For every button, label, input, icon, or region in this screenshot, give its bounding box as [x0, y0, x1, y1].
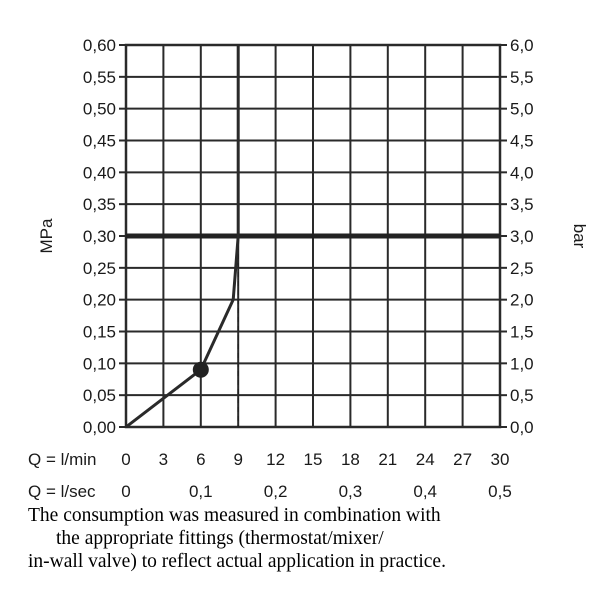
x-tick-labels: 0 3 6 9 12 15 18 21 24 27 30 0 0,1 0,2 0,3 0,4 0,5	[121, 450, 512, 500]
x-lsec-tick-label: 0,4	[413, 482, 437, 500]
x-lmin-tick-label: 30	[491, 450, 510, 469]
y-left-tick-label: 0,15	[83, 323, 116, 342]
x-lsec-tick-label: 0,5	[488, 482, 512, 500]
y-right-tick-label: 6,0	[510, 36, 534, 55]
x-lmin-tick-label: 12	[266, 450, 285, 469]
y-right-tick-label: 1,5	[510, 323, 534, 342]
y-left-tick-label: 0,60	[83, 36, 116, 55]
y-left-tick-label: 0,30	[83, 227, 116, 246]
x-lmin-tick-label: 9	[233, 450, 242, 469]
right-tick-labels: 0,0 0,5 1,0 1,5 2,0 2,5 3,0 3,5 4,0 4,5 5,0 5,5 6,0	[510, 36, 534, 437]
y-left-tick-label: 0,20	[83, 291, 116, 310]
y-left-tick-label: 0,35	[83, 195, 116, 214]
caption: The consumption was measured in combinat…	[28, 504, 588, 573]
y-left-tick-label: 0,40	[83, 163, 116, 182]
operating-point-marker	[192, 361, 209, 378]
x-lsec-axis-title: Q = l/sec	[28, 482, 96, 500]
y-left-tick-label: 0,50	[83, 100, 116, 119]
y-right-tick-label: 2,5	[510, 259, 534, 278]
left-tick-labels: 0,00 0,05 0,10 0,15 0,20 0,25 0,30 0,35 0,40 0,45…	[83, 36, 116, 437]
x-lsec-tick-label: 0,3	[339, 482, 363, 500]
caption-line-3: in-wall valve) to reflect actual applica…	[28, 551, 446, 572]
y-right-tick-label: 0,0	[510, 418, 534, 437]
y-right-tick-label: 4,5	[510, 132, 534, 151]
x-lmin-tick-label: 0	[121, 450, 130, 469]
caption-line-1: The consumption was measured in combinat…	[28, 505, 441, 526]
y-left-tick-label: 0,45	[83, 132, 116, 151]
x-lmin-tick-label: 6	[196, 450, 205, 469]
y-right-tick-label: 0,5	[510, 386, 534, 405]
y-right-tick-label: 5,5	[510, 68, 534, 87]
y-right-tick-label: 4,0	[510, 163, 534, 182]
y-left-axis-title: MPa	[37, 218, 56, 254]
y-right-tick-label: 3,0	[510, 227, 534, 246]
plot-area	[125, 45, 500, 429]
x-lsec-tick-label: 0,1	[189, 482, 213, 500]
x-lsec-tick-label: 0	[121, 482, 130, 500]
x-lmin-tick-label: 3	[159, 450, 168, 469]
y-left-tick-label: 0,05	[83, 386, 116, 405]
x-lmin-tick-label: 15	[304, 450, 323, 469]
y-right-tick-label: 3,5	[510, 195, 534, 214]
y-right-tick-label: 1,0	[510, 354, 534, 373]
y-right-axis-title: bar	[570, 224, 589, 249]
x-lmin-tick-label: 27	[453, 450, 472, 469]
x-lsec-tick-label: 0,2	[264, 482, 288, 500]
x-lmin-tick-label: 24	[416, 450, 435, 469]
y-left-tick-label: 0,00	[83, 418, 116, 437]
y-right-tick-label: 2,0	[510, 291, 534, 310]
chart: 0,000,050,100,150,200,250,300,350,400,45…	[28, 36, 589, 500]
y-left-tick-label: 0,55	[83, 68, 116, 87]
y-left-tick-label: 0,25	[83, 259, 116, 278]
caption-line-2: the appropriate fittings (thermostat/mix…	[56, 528, 384, 549]
x-lmin-tick-label: 18	[341, 450, 360, 469]
x-lmin-tick-label: 21	[378, 450, 397, 469]
series-line	[125, 45, 240, 429]
y-right-tick-label: 5,0	[510, 100, 534, 119]
x-lmin-axis-title: Q = l/min	[28, 450, 97, 469]
y-left-tick-label: 0,10	[83, 354, 116, 373]
